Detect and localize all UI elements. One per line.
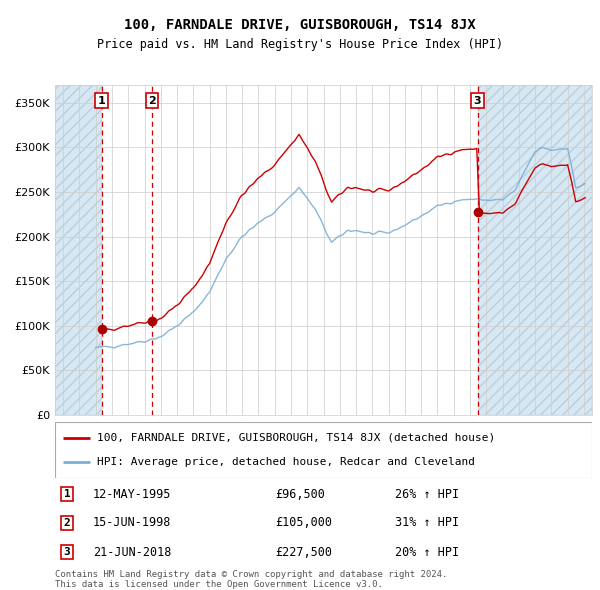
Bar (478, 85, 592, 415)
Text: Contains HM Land Registry data © Crown copyright and database right 2024.: Contains HM Land Registry data © Crown c… (55, 570, 448, 579)
Text: HPI: Average price, detached house, Redcar and Cleveland: HPI: Average price, detached house, Redc… (97, 457, 475, 467)
Text: 3: 3 (64, 547, 70, 557)
Text: 1: 1 (64, 489, 70, 499)
Text: 3: 3 (474, 96, 481, 106)
Text: 2: 2 (148, 96, 156, 106)
Text: 21-JUN-2018: 21-JUN-2018 (93, 546, 172, 559)
Text: £105,000: £105,000 (275, 516, 332, 529)
Text: 15-JUN-1998: 15-JUN-1998 (93, 516, 172, 529)
Text: £227,500: £227,500 (275, 546, 332, 559)
Bar (55, 85, 102, 415)
Text: 26% ↑ HPI: 26% ↑ HPI (395, 487, 459, 500)
Text: This data is licensed under the Open Government Licence v3.0.: This data is licensed under the Open Gov… (55, 580, 383, 589)
Text: 100, FARNDALE DRIVE, GUISBOROUGH, TS14 8JX: 100, FARNDALE DRIVE, GUISBOROUGH, TS14 8… (124, 18, 476, 32)
Text: 12-MAY-1995: 12-MAY-1995 (93, 487, 172, 500)
Text: £96,500: £96,500 (275, 487, 325, 500)
Text: 2: 2 (64, 518, 70, 528)
Text: Price paid vs. HM Land Registry's House Price Index (HPI): Price paid vs. HM Land Registry's House … (97, 38, 503, 51)
Text: 20% ↑ HPI: 20% ↑ HPI (395, 546, 459, 559)
Text: 31% ↑ HPI: 31% ↑ HPI (395, 516, 459, 529)
Text: 1: 1 (98, 96, 106, 106)
Text: 100, FARNDALE DRIVE, GUISBOROUGH, TS14 8JX (detached house): 100, FARNDALE DRIVE, GUISBOROUGH, TS14 8… (97, 432, 495, 442)
